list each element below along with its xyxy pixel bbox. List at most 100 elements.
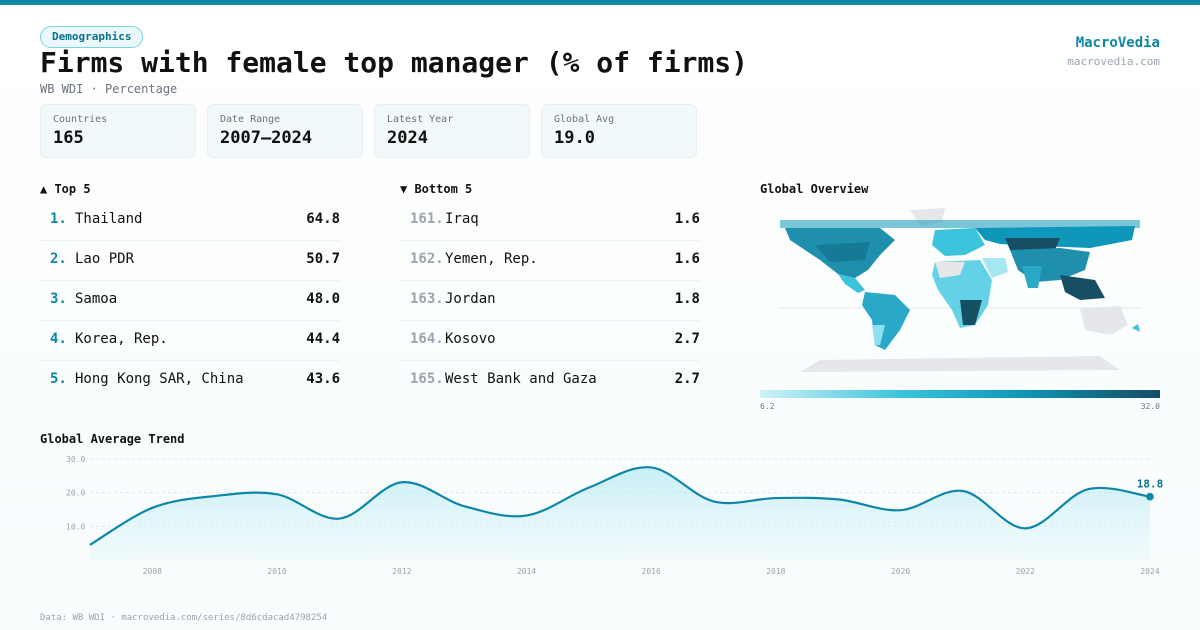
trend-area-fill	[90, 467, 1150, 560]
trend-point-2017[interactable]	[711, 498, 717, 504]
list-value: 2.7	[674, 371, 700, 387]
list-value: 44.4	[306, 331, 340, 347]
list-value: 2.7	[674, 331, 700, 347]
map-region-southern-cone[interactable]	[872, 325, 885, 345]
page-title: Firms with female top manager (% of firm…	[40, 46, 749, 79]
map-title: Global Overview	[760, 182, 869, 196]
brand-name[interactable]: MacroVedia	[1075, 35, 1160, 51]
list-rank: 2.	[50, 251, 67, 267]
list-item[interactable]: 162. Yemen, Rep. 1.6	[400, 240, 700, 281]
trend-point-2023[interactable]	[1085, 486, 1091, 492]
trend-point-2013[interactable]	[461, 503, 467, 509]
list-rank: 162.	[410, 251, 444, 267]
map-region-southern-africa[interactable]	[960, 300, 982, 325]
list-item[interactable]: 165. West Bank and Gaza 2.7	[400, 360, 700, 400]
list-country: Iraq	[445, 211, 479, 227]
trend-point-2021[interactable]	[960, 488, 966, 494]
stat-value: 2007–2024	[220, 128, 313, 148]
trend-ytick-label: 20.0	[66, 489, 85, 498]
list-item[interactable]: 4. Korea, Rep. 44.4	[40, 320, 340, 361]
trend-title: Global Average Trend	[40, 432, 185, 446]
list-value: 1.8	[674, 291, 700, 307]
stat-card-countries: Countries 165	[40, 104, 196, 158]
trend-point-2022[interactable]	[1022, 525, 1028, 531]
map-region-europe[interactable]	[932, 228, 985, 256]
trend-xtick-label: 2024	[1140, 567, 1159, 576]
trend-point-2015[interactable]	[586, 485, 592, 491]
trend-xtick-label: 2022	[1016, 567, 1035, 576]
trend-xtick-label: 2014	[517, 567, 536, 576]
list-rank: 5.	[50, 371, 67, 387]
footer-source: Data: WB WDI · macrovedia.com/series/8d6…	[40, 613, 328, 623]
map-region-north-africa[interactable]	[935, 262, 965, 278]
map-region-antarctica[interactable]	[800, 356, 1120, 372]
map-region-arctic-band[interactable]	[780, 220, 1140, 228]
list-item[interactable]: 3. Samoa 48.0	[40, 280, 340, 321]
map-region-middle-east[interactable]	[982, 258, 1008, 278]
map-region-central-asia[interactable]	[1005, 238, 1060, 250]
list-country: Samoa	[75, 291, 118, 307]
brand-url[interactable]: macrovedia.com	[1067, 55, 1160, 68]
top5-heading: ▲ Top 5	[40, 182, 91, 196]
stat-card-global-avg: Global Avg 19.0	[541, 104, 697, 158]
top-accent-bar	[0, 0, 1200, 5]
page-subtitle: WB WDI · Percentage	[40, 82, 178, 96]
world-choropleth-map[interactable]	[760, 200, 1160, 385]
map-region-southeast-asia[interactable]	[1060, 275, 1105, 300]
list-item[interactable]: 163. Jordan 1.8	[400, 280, 700, 321]
list-item[interactable]: 164. Kosovo 2.7	[400, 320, 700, 361]
trend-ytick-label: 10.0	[66, 522, 85, 531]
map-region-south-asia[interactable]	[1022, 266, 1042, 288]
trend-point-2014[interactable]	[523, 513, 529, 519]
trend-point-2007[interactable]	[87, 542, 93, 548]
trend-xtick-label: 2020	[891, 567, 910, 576]
list-value: 50.7	[306, 251, 340, 267]
list-rank: 161.	[410, 211, 444, 227]
list-country: Yemen, Rep.	[445, 251, 538, 267]
list-item[interactable]: 2. Lao PDR 50.7	[40, 240, 340, 281]
map-region-new-zealand[interactable]	[1132, 324, 1140, 332]
list-rank: 163.	[410, 291, 444, 307]
trend-line	[89, 466, 1151, 546]
list-country: Thailand	[75, 211, 143, 227]
map-legend-max: 32.0	[1140, 402, 1160, 411]
trend-point-2019[interactable]	[835, 496, 841, 502]
list-rank: 1.	[50, 211, 67, 227]
trend-point-2016[interactable]	[648, 464, 654, 470]
trend-xtick-label: 2008	[143, 567, 162, 576]
trend-ytick-label: 30.0	[66, 455, 85, 464]
stat-label: Latest Year	[387, 114, 454, 125]
trend-xtick-label: 2012	[392, 567, 411, 576]
stat-card-latest-year: Latest Year 2024	[374, 104, 530, 158]
trend-chart[interactable]: 10.0 20.0 30.0 18.8 2008 2010 2012 2014 2016 20…	[0, 445, 1200, 585]
list-rank: 165.	[410, 371, 444, 387]
trend-point-2018[interactable]	[773, 495, 779, 501]
trend-xtick-label: 2010	[267, 567, 286, 576]
list-rank: 4.	[50, 331, 67, 347]
list-item[interactable]: 1. Thailand 64.8	[40, 200, 340, 241]
map-region-australia[interactable]	[1080, 306, 1128, 335]
map-region-usa[interactable]	[815, 242, 870, 262]
trend-point-2020[interactable]	[898, 507, 904, 513]
list-item[interactable]: 5. Hong Kong SAR, China 43.6	[40, 360, 340, 400]
trend-point-2011[interactable]	[336, 516, 342, 522]
trend-point-2008[interactable]	[149, 505, 155, 511]
trend-point-2010[interactable]	[274, 491, 280, 497]
map-region-south-america[interactable]	[862, 292, 910, 350]
stat-label: Countries	[53, 114, 108, 125]
trend-last-point[interactable]	[1146, 492, 1154, 501]
stat-label: Date Range	[220, 114, 281, 125]
trend-xtick-label: 2018	[766, 567, 785, 576]
map-region-central-america[interactable]	[838, 274, 865, 293]
map-region-east-asia[interactable]	[1010, 248, 1090, 282]
stat-value: 2024	[387, 128, 428, 148]
trend-point-2009[interactable]	[212, 493, 218, 499]
trend-point-2012[interactable]	[399, 479, 405, 485]
trend-xtick-label: 2016	[642, 567, 661, 576]
stat-label: Global Avg	[554, 114, 615, 125]
list-value: 1.6	[674, 251, 700, 267]
map-legend-min: 6.2	[760, 402, 775, 411]
list-country: Korea, Rep.	[75, 331, 168, 347]
category-tag[interactable]: Demographics	[40, 26, 144, 48]
list-item[interactable]: 161. Iraq 1.6	[400, 200, 700, 241]
